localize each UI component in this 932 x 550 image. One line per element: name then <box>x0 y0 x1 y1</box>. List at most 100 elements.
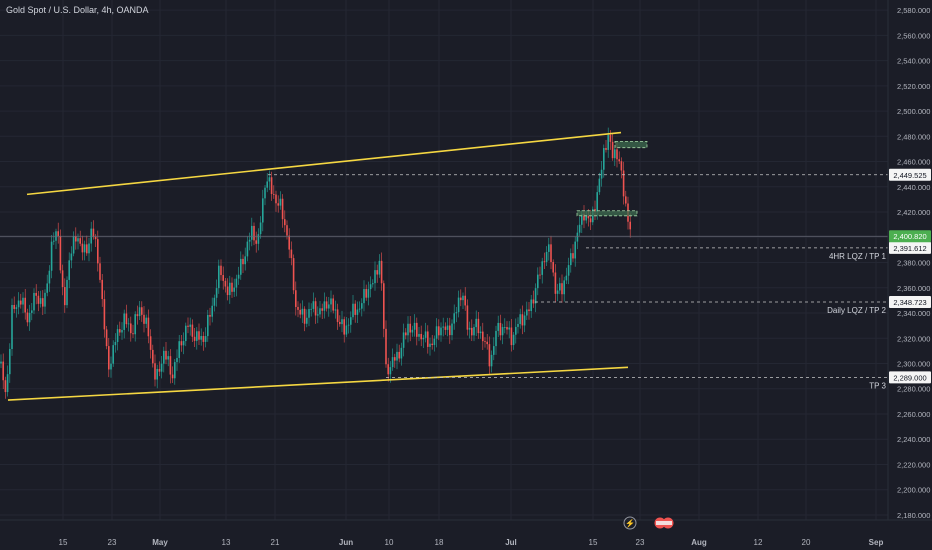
candle-body <box>169 356 172 375</box>
candle-body <box>39 298 42 304</box>
candle-body <box>132 333 134 335</box>
candle-body <box>191 324 194 337</box>
time-axis[interactable]: 15 23 May 13 21 Jun 10 18 Jul 15 23 Aug 12 20 Sep <box>59 538 884 547</box>
candle-body <box>154 363 156 380</box>
candle-body <box>0 361 2 364</box>
candle-body <box>424 331 427 338</box>
candle-body <box>508 327 510 330</box>
candle-body <box>365 289 367 298</box>
time-tick-label: 15 <box>589 538 598 547</box>
candle-body <box>11 304 13 350</box>
candle-body <box>77 238 79 242</box>
candle-body <box>462 295 464 301</box>
candle-body <box>625 196 627 204</box>
price-tick-label: 2,220.000 <box>897 460 930 469</box>
candle-body <box>587 215 590 219</box>
candle-body <box>306 317 308 324</box>
candle-body <box>226 286 229 296</box>
candle-body <box>59 235 62 271</box>
level-caption: 4HR LQZ / TP 1 <box>829 252 887 261</box>
candle-body <box>160 363 163 372</box>
candle-body <box>539 274 541 276</box>
candle-body <box>420 333 422 340</box>
candle-body <box>248 239 251 242</box>
lightning-icon[interactable]: ⚡ <box>623 516 637 530</box>
candle-body <box>110 363 112 370</box>
candle-body <box>471 327 473 336</box>
candle-body <box>374 270 376 284</box>
candle-body <box>453 313 455 324</box>
candle-body <box>204 336 207 342</box>
candle-body <box>26 312 29 323</box>
candle-body <box>213 297 216 306</box>
candle-body <box>303 308 306 324</box>
mid-zone[interactable] <box>576 210 638 217</box>
candle-body <box>290 249 293 259</box>
price-tick-label: 2,480.000 <box>897 132 930 141</box>
earnings-icon[interactable] <box>654 517 674 529</box>
candle-body <box>376 270 378 275</box>
candle-body <box>200 336 202 340</box>
candle-body <box>28 312 31 323</box>
candle-body <box>521 314 524 326</box>
candle-body <box>310 308 312 310</box>
candle-body <box>493 346 495 355</box>
candle-body <box>413 322 416 330</box>
candle-body <box>515 326 517 335</box>
candle-body <box>235 278 238 288</box>
candle-body <box>70 253 73 261</box>
candle-body <box>429 343 431 347</box>
candle-body <box>512 334 515 346</box>
lower-channel-trendline[interactable] <box>7 366 629 401</box>
candle-body <box>37 295 40 304</box>
level-badge: 2,391.612 <box>893 244 926 253</box>
candle-body <box>103 299 106 330</box>
time-tick-label: 23 <box>636 538 645 547</box>
candle-body <box>138 307 141 317</box>
candle-body <box>385 328 387 365</box>
candle-body <box>321 308 323 311</box>
candle-body <box>444 326 447 330</box>
candle-body <box>185 325 187 342</box>
candle-body <box>581 213 583 225</box>
price-axis[interactable]: 2,580.000 2,560.000 2,540.000 2,520.000 2,50… <box>897 6 930 520</box>
candle-body <box>369 284 372 290</box>
candle-body <box>121 329 123 333</box>
candle-body <box>301 308 304 315</box>
level-badge: 2,289.000 <box>893 373 926 382</box>
trendlines[interactable] <box>7 131 629 401</box>
candle-body <box>279 198 282 206</box>
candle-body <box>411 329 414 333</box>
candle-body <box>343 319 345 335</box>
candle-body <box>567 265 570 276</box>
candle-body <box>576 232 579 242</box>
price-tick-label: 2,440.000 <box>897 183 930 192</box>
candle-body <box>607 134 609 150</box>
candle-body <box>345 325 348 335</box>
candle-body <box>455 312 458 314</box>
candle-body <box>224 280 227 287</box>
candle-body <box>147 317 150 337</box>
candle-body <box>253 225 255 241</box>
candle-body <box>550 244 552 263</box>
candle-body <box>53 240 55 242</box>
candle-body <box>266 181 268 188</box>
candle-body <box>530 299 532 312</box>
candle-body <box>499 322 502 336</box>
candle-body <box>246 241 249 257</box>
supply-demand-zones[interactable] <box>576 140 648 217</box>
candle-body <box>187 325 189 327</box>
price-tick-label: 2,380.000 <box>897 259 930 268</box>
upper-zone[interactable] <box>614 140 648 149</box>
candle-body <box>523 315 526 326</box>
candle-body <box>464 295 466 306</box>
candle-body <box>145 317 147 324</box>
candle-body <box>97 239 99 264</box>
dashed-levels[interactable]: 4HR LQZ / TP 1 Daily LQZ / TP 2 TP 3 <box>268 174 888 391</box>
candle-body <box>380 260 383 284</box>
candle-body <box>589 218 592 223</box>
upper-channel-trendline[interactable] <box>26 131 622 196</box>
level-badge-bg <box>889 371 931 384</box>
